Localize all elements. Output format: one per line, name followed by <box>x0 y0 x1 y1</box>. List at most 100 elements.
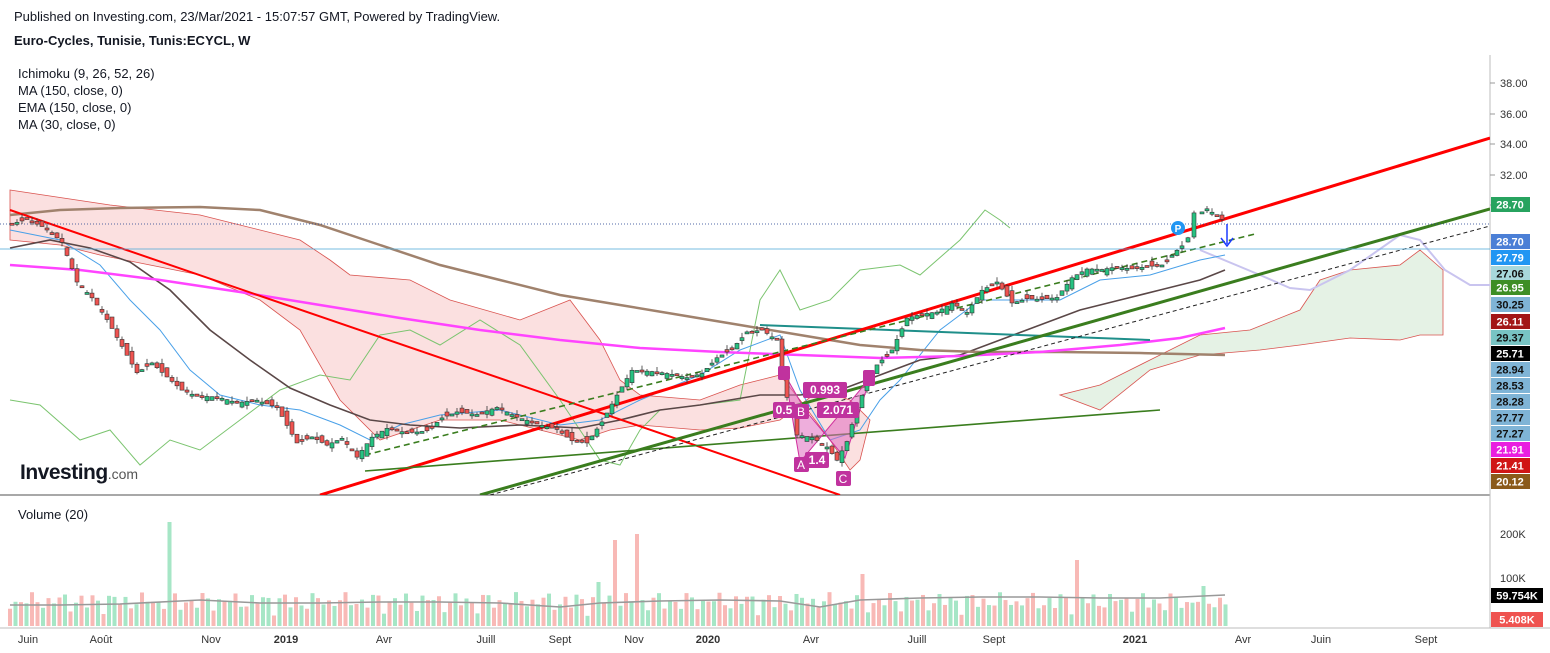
volume-bar <box>189 600 194 626</box>
candle-body <box>589 435 595 441</box>
candle-body <box>744 331 750 335</box>
candle-body <box>724 349 730 353</box>
candle-body <box>814 436 820 441</box>
volume-bar <box>712 601 716 626</box>
legend-ichimoku[interactable]: Ichimoku (9, 26, 52, 26) <box>18 66 155 81</box>
volume-bar <box>409 602 414 626</box>
candle-body <box>379 430 385 439</box>
volume-bar <box>1064 597 1068 626</box>
point-c: C <box>839 472 848 486</box>
volume-bar <box>662 608 667 626</box>
candle-body <box>279 406 285 417</box>
volume-bar <box>1146 607 1151 626</box>
candle-body <box>84 292 90 295</box>
candle-body <box>499 407 505 411</box>
down-arrow-icon <box>1220 224 1234 248</box>
volume-bar <box>470 602 474 626</box>
volume-bar <box>1124 598 1129 626</box>
candle-body <box>324 440 330 446</box>
volume-bar <box>882 605 887 626</box>
candle-body <box>394 428 400 432</box>
candle-body <box>759 327 765 331</box>
volume-bar <box>1212 607 1217 626</box>
candle-body <box>504 411 510 416</box>
volume-bar <box>118 603 122 626</box>
volume-bar <box>107 595 111 626</box>
candle-body <box>234 400 240 404</box>
price-axis: 38.0036.0034.0032.0030.0028.7028.7027.79… <box>1490 78 1530 489</box>
volume-bar <box>684 593 689 626</box>
candle-body <box>414 431 420 435</box>
volume-bar <box>1058 594 1063 626</box>
volume-bar <box>277 598 282 626</box>
candle-body <box>659 372 665 375</box>
candle-body <box>119 339 125 347</box>
candle-body <box>224 399 230 405</box>
volume-bar <box>376 595 381 626</box>
volume-bar <box>822 601 826 626</box>
volume-bar <box>310 593 315 626</box>
volume-bar <box>657 593 661 626</box>
candle-body <box>904 317 910 327</box>
candle-body <box>334 440 340 444</box>
candle-body <box>1164 259 1170 263</box>
price-tag: 27.79 <box>1496 253 1524 265</box>
candle-body <box>1034 298 1040 302</box>
candle-body <box>1179 245 1185 249</box>
volume-bar <box>266 597 271 626</box>
x-tick-label: Nov <box>624 634 644 646</box>
candle-body <box>634 370 640 373</box>
candle-body <box>1154 264 1160 267</box>
volume-bar <box>536 604 540 626</box>
candle-body <box>969 304 975 314</box>
vol-tag: 59.754K <box>1496 591 1538 603</box>
candle-body <box>1014 301 1020 304</box>
volume-bar <box>24 603 29 626</box>
candle-body <box>924 313 930 317</box>
volume-bar <box>497 600 502 626</box>
candle-body <box>534 421 540 425</box>
candle-body <box>974 297 980 304</box>
point-b: B <box>797 405 805 419</box>
fib-label-2071: 2.071 <box>823 403 853 417</box>
volume-bar <box>739 603 744 626</box>
volume-bar <box>338 600 342 626</box>
volume-bar <box>365 607 370 626</box>
price-tag: 28.70 <box>1496 237 1524 249</box>
candle-body <box>654 371 660 375</box>
price-tag: 28.94 <box>1496 365 1524 377</box>
candle-body <box>459 407 465 413</box>
volume-bar <box>1119 599 1123 626</box>
candle-body <box>679 376 685 380</box>
volume-bar <box>228 600 232 626</box>
volume-bar <box>937 594 942 626</box>
volume-bar <box>904 596 909 626</box>
black-dashed <box>489 225 1490 495</box>
price-tag-bg <box>1491 330 1530 345</box>
candle-body <box>884 354 890 357</box>
candle-body <box>754 330 760 334</box>
price-tag-bg <box>1491 458 1530 473</box>
candle-body <box>1074 274 1080 280</box>
candle-body <box>139 369 145 372</box>
volume-bar <box>426 600 430 626</box>
volume-bar <box>1141 593 1145 626</box>
volume-bar <box>1135 598 1140 626</box>
x-tick-label: Nov <box>201 634 221 646</box>
candle-body <box>469 413 475 417</box>
candle-body <box>154 362 160 369</box>
x-tick-label: Avr <box>376 634 393 646</box>
candle-body <box>1064 283 1070 292</box>
legend-ma30[interactable]: MA (30, close, 0) <box>18 117 116 132</box>
volume-ma <box>10 594 1226 608</box>
candle-body <box>919 313 925 317</box>
legend-ma150[interactable]: MA (150, close, 0) <box>18 83 123 98</box>
candle-body <box>709 362 715 366</box>
legend-ema150[interactable]: EMA (150, close, 0) <box>18 100 132 115</box>
volume-bar <box>1108 593 1112 626</box>
red-uptrend <box>319 136 1490 495</box>
volume-bar <box>415 610 419 626</box>
candle-body <box>329 442 335 449</box>
x-tick-label: Juin <box>18 634 38 646</box>
